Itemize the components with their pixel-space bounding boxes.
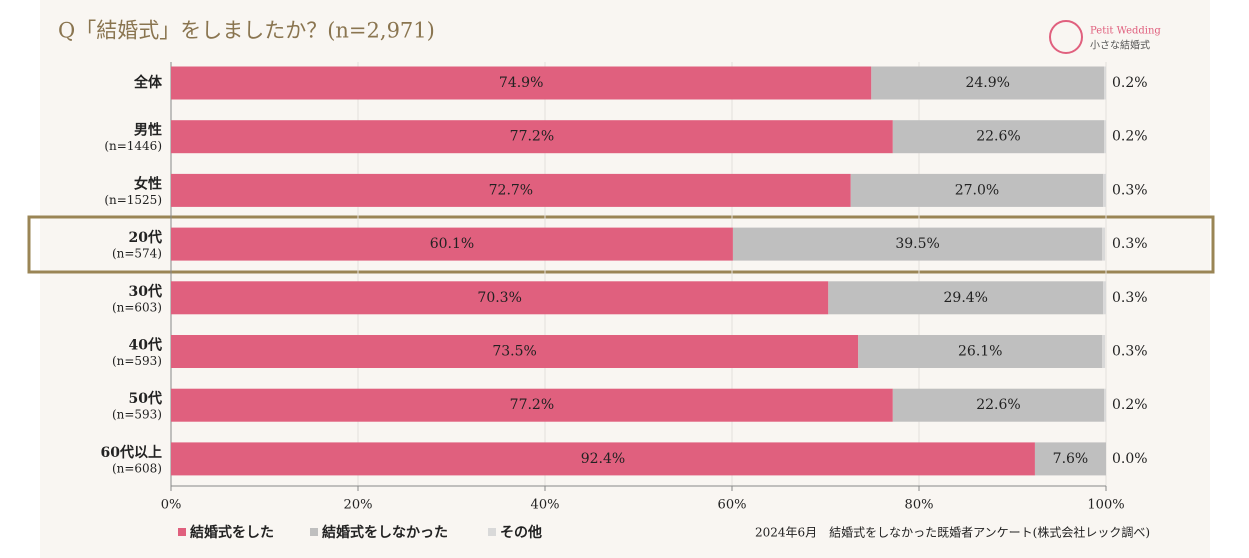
category-note: (n=603)	[112, 300, 162, 314]
value-label: 0.2%	[1112, 129, 1148, 145]
value-label: 70.3%	[477, 290, 521, 306]
value-label: 0.3%	[1112, 182, 1148, 198]
bar-segment	[171, 281, 829, 315]
legend-label: その他	[500, 524, 542, 541]
bar-segment	[171, 227, 733, 261]
bar-segment	[171, 335, 859, 368]
value-label: 60.1%	[430, 236, 474, 252]
x-tick-label: 20%	[344, 498, 373, 513]
bar-segment	[892, 120, 1105, 154]
value-label: 39.5%	[895, 236, 939, 252]
source: 2024年6月 結婚式をしなかった既婚者アンケート(株式会社レック調べ)	[755, 525, 1150, 540]
bar-segment	[871, 66, 1105, 100]
value-label: 27.0%	[955, 182, 999, 198]
value-label: 77.2%	[510, 397, 554, 413]
legend-swatch	[488, 528, 496, 536]
value-label: 77.2%	[510, 129, 554, 145]
category-label: 女性	[134, 175, 162, 192]
value-label: 74.9%	[499, 75, 543, 91]
bar-segment	[1103, 281, 1106, 315]
x-tick-label: 60%	[718, 498, 747, 513]
bar-segment	[858, 335, 1103, 368]
value-label: 0.3%	[1112, 344, 1148, 360]
category-note: (n=574)	[112, 247, 162, 261]
value-label: 73.5%	[492, 344, 536, 360]
category-label: 30代	[129, 283, 162, 300]
chart-title: Q「結婚式」をしましたか？(n=2,971)	[58, 19, 435, 43]
category-label: 60代以上	[101, 444, 162, 461]
value-label: 72.7%	[489, 182, 533, 198]
logo-mark	[1049, 20, 1083, 54]
bar-segment	[892, 388, 1105, 422]
value-label: 0.3%	[1112, 290, 1148, 306]
value-label: 22.6%	[976, 397, 1020, 413]
value-label: 0.2%	[1112, 397, 1148, 413]
bar-segment	[1102, 227, 1106, 261]
category-label: 全体	[133, 74, 163, 91]
category-label: 50代	[129, 390, 162, 407]
value-label: 22.6%	[976, 129, 1020, 145]
bar-segment	[171, 173, 851, 207]
value-label: 29.4%	[944, 290, 988, 306]
logo-subtitle: 小さな結婚式	[1090, 39, 1150, 52]
value-label: 0.3%	[1112, 236, 1148, 252]
bar-segment	[1104, 66, 1106, 100]
bar-segment	[171, 66, 872, 100]
bar-segment	[828, 281, 1104, 315]
bar-segment	[1104, 388, 1106, 422]
legend-swatch	[310, 528, 318, 536]
legend-label: 結婚式をした	[190, 524, 274, 541]
value-label: 24.9%	[965, 75, 1009, 91]
logo-name: Petit Wedding	[1090, 26, 1161, 37]
x-tick-label: 40%	[531, 498, 560, 513]
bar-segment	[1103, 173, 1106, 207]
category-label: 40代	[129, 337, 162, 354]
value-label: 0.0%	[1112, 451, 1148, 467]
category-note: (n=593)	[112, 408, 162, 422]
category-label: 男性	[134, 122, 162, 139]
category-label: 20代	[129, 229, 162, 246]
bar-segment	[732, 227, 1103, 261]
bar-segment	[1104, 120, 1106, 154]
bar-segment	[850, 173, 1104, 207]
x-tick-label: 0%	[161, 498, 182, 513]
legend-swatch	[178, 528, 186, 536]
value-label: 92.4%	[581, 451, 625, 467]
legend-label: 結婚式をしなかった	[322, 524, 448, 541]
highlight-box	[27, 215, 1215, 274]
x-tick-label: 80%	[905, 498, 934, 513]
bar-segment	[171, 120, 893, 154]
category-note: (n=1525)	[104, 193, 162, 207]
bar-segment	[171, 388, 893, 422]
bar-segment	[1034, 442, 1106, 476]
value-label: 0.2%	[1112, 75, 1148, 91]
category-note: (n=593)	[112, 354, 162, 368]
bar-segment	[1102, 335, 1106, 368]
value-label: 7.6%	[1053, 451, 1089, 467]
category-note: (n=1446)	[104, 139, 162, 153]
category-note: (n=608)	[112, 461, 162, 475]
x-tick-label: 100%	[1087, 498, 1124, 513]
bar-segment	[171, 442, 1035, 476]
value-label: 26.1%	[958, 344, 1002, 360]
